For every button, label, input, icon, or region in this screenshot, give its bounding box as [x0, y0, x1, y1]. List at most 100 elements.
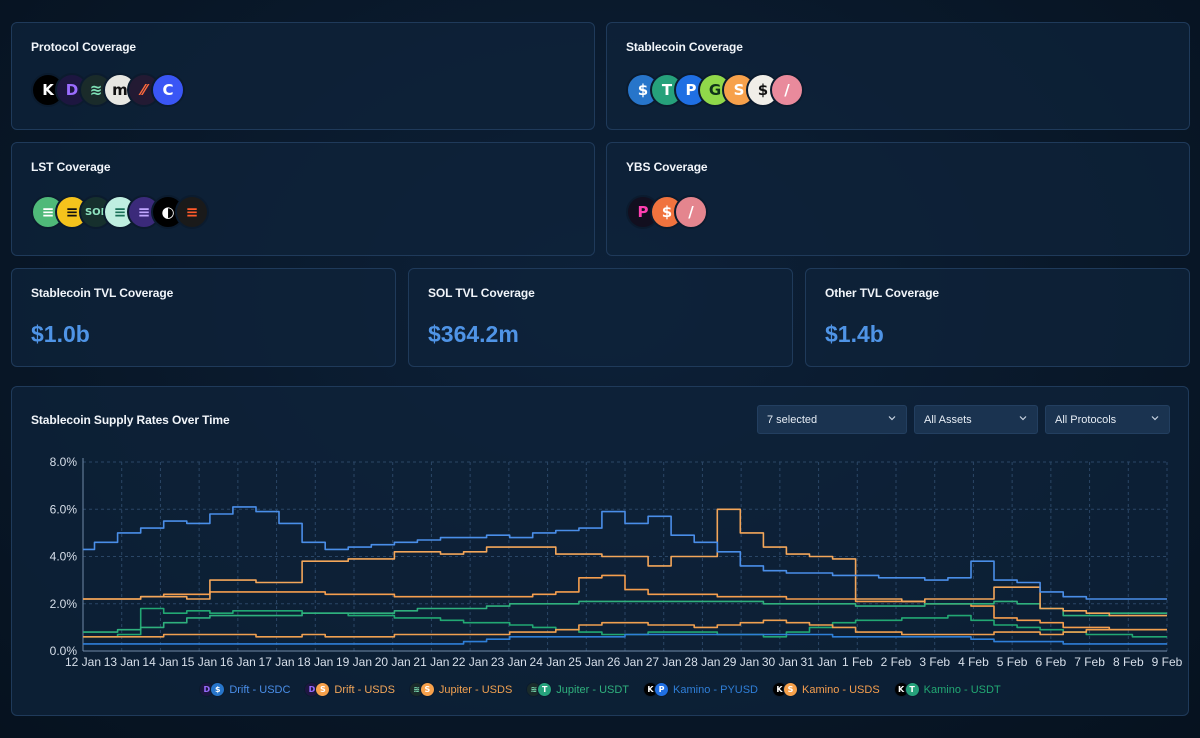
loopscale-icon: C [151, 73, 185, 107]
other-tvl-card: Other TVL Coverage $1.4b [805, 268, 1190, 367]
legend-icon-pair: D $ [199, 682, 226, 697]
x-tick-label: 19 Jan [336, 655, 372, 669]
chart-title: Stablecoin Supply Rates Over Time [31, 413, 230, 427]
x-tick-label: 1 Feb [842, 655, 873, 669]
x-tick-label: 8 Feb [1113, 655, 1144, 669]
y-tick-label: 2.0% [50, 597, 78, 611]
legend-label: Kamino - PYUSD [673, 683, 759, 696]
series-select-dropdown[interactable]: 7 selected [757, 405, 907, 434]
y-tick-label: 8.0% [50, 455, 78, 469]
legend-label: Drift - USDC [229, 683, 291, 696]
legend-token-icon: $ [210, 682, 226, 697]
series-line-jupiter-usds [83, 619, 1167, 638]
card-title: YBS Coverage [626, 160, 708, 174]
kpi-value: $1.0b [31, 321, 90, 347]
stablecoin-tvl-card: Stablecoin TVL Coverage $1.0b [11, 268, 396, 367]
chevron-down-icon [1151, 416, 1159, 421]
legend-label: Kamino - USDT [923, 683, 1001, 696]
lst-icon-row: ≡ ≡ SOL ≡ ≡ ◐ ≡ [31, 195, 209, 231]
sol-tvl-card: SOL TVL Coverage $364.2m [408, 268, 793, 367]
kpi-value: $1.4b [825, 321, 884, 347]
x-tick-label: 7 Feb [1074, 655, 1105, 669]
drift-icon: D [55, 73, 89, 107]
protocol-icon-row: K D ≋ m ⁄⁄ C [31, 73, 185, 109]
x-tick-label: 5 Feb [997, 655, 1028, 669]
x-tick-label: 18 Jan [297, 655, 333, 669]
kpi-title: SOL TVL Coverage [428, 286, 535, 300]
legend-token-icon: T [904, 682, 920, 697]
series-line-kamino-pyusd [83, 633, 1167, 645]
series-line-kamino-usds [83, 574, 1167, 631]
legend-item-drift-usds[interactable]: D S Drift - USDS [304, 682, 395, 697]
x-tick-label: 9 Feb [1152, 655, 1183, 669]
chevron-down-icon [1019, 416, 1027, 421]
x-tick-label: 21 Jan [413, 655, 449, 669]
legend-label: Drift - USDS [334, 683, 395, 696]
chevron-down-icon [888, 416, 896, 421]
y-tick-label: 4.0% [50, 550, 78, 564]
supply-rates-line-chart: 0.0% 2.0% 4.0% 6.0% 8.0% 12 Jan 13 Jan 14 Jan 15… [50, 455, 1183, 669]
legend-icon-pair: ≋ S [408, 682, 435, 697]
legend-item-kamino-usds[interactable]: K S Kamino - USDS [772, 682, 880, 697]
dropdown-value: All Protocols [1055, 413, 1117, 426]
x-tick-label: 6 Feb [1036, 655, 1067, 669]
x-tick-label: 15 Jan [181, 655, 217, 669]
x-tick-label: 4 Feb [958, 655, 989, 669]
card-title: Protocol Coverage [31, 40, 136, 54]
legend-item-jupiter-usds[interactable]: ≋ S Jupiter - USDS [408, 682, 513, 697]
legend-label: Jupiter - USDS [438, 683, 513, 696]
x-tick-label: 25 Jan [568, 655, 604, 669]
legend-token-icon: P [654, 682, 670, 697]
legend-item-kamino-pyusd[interactable]: K P Kamino - PYUSD [643, 682, 758, 697]
legend-token-icon: S [419, 682, 435, 697]
legend-item-kamino-usdt[interactable]: K T Kamino - USDT [893, 682, 1001, 697]
series-line-drift-usdc [83, 506, 1167, 600]
stablecoin-coverage-card: Stablecoin Coverage $ T P G S $ / [606, 22, 1190, 130]
protocols-select-dropdown[interactable]: All Protocols [1045, 405, 1170, 434]
x-tick-label: 30 Jan [762, 655, 798, 669]
dropdown-value: All Assets [924, 413, 972, 426]
supply-rates-chart-card: Stablecoin Supply Rates Over Time 7 sele… [11, 386, 1189, 716]
x-tick-label: 2 Feb [881, 655, 912, 669]
bbsol-icon: ≡ [175, 195, 209, 229]
x-tick-label: 17 Jan [259, 655, 295, 669]
legend-label: Kamino - USDS [802, 683, 880, 696]
dropdown-value: 7 selected [767, 413, 818, 426]
legend-label: Jupiter - USDT [556, 683, 630, 696]
legend-icon-pair: ≋ T [526, 682, 553, 697]
y-tick-label: 0.0% [50, 644, 78, 658]
card-title: Stablecoin Coverage [626, 40, 743, 54]
legend-item-drift-usdc[interactable]: D $ Drift - USDC [199, 682, 290, 697]
x-tick-label: 20 Jan [375, 655, 411, 669]
x-tick-label: 29 Jan [723, 655, 759, 669]
x-tick-label: 31 Jan [801, 655, 837, 669]
fdusd-icon: / [770, 73, 804, 107]
x-tick-label: 22 Jan [452, 655, 488, 669]
series-line-jupiter-usdt [83, 600, 1167, 633]
stablecoin-icon-row: $ T P G S $ / [626, 73, 804, 109]
x-tick-label: 12 Jan [65, 655, 101, 669]
series-line-drift-usds [83, 508, 1167, 617]
chart-legend: D $ Drift - USDC D S Drift - USDS ≋ S Jupiter - … [12, 682, 1188, 697]
lst-coverage-card: LST Coverage ≡ ≡ SOL ≡ ≡ ◐ ≡ [11, 142, 595, 256]
kpi-title: Stablecoin TVL Coverage [31, 286, 174, 300]
y-tick-label: 6.0% [50, 502, 78, 516]
x-tick-label: 16 Jan [220, 655, 256, 669]
x-tick-label: 23 Jan [491, 655, 527, 669]
legend-token-icon: T [537, 682, 553, 697]
ybs-coverage-card: YBS Coverage P $ / [606, 142, 1190, 256]
protocol-coverage-card: Protocol Coverage K D ≋ m ⁄⁄ C [11, 22, 595, 130]
legend-token-icon: S [315, 682, 331, 697]
legend-token-icon: S [783, 682, 799, 697]
legend-item-jupiter-usdt[interactable]: ≋ T Jupiter - USDT [526, 682, 629, 697]
x-tick-label: 3 Feb [919, 655, 950, 669]
ybs-fdusd-icon: / [674, 195, 708, 229]
card-title: LST Coverage [31, 160, 111, 174]
x-tick-label: 28 Jan [684, 655, 720, 669]
x-tick-label: 14 Jan [142, 655, 178, 669]
kpi-value: $364.2m [428, 321, 519, 347]
assets-select-dropdown[interactable]: All Assets [914, 405, 1038, 434]
